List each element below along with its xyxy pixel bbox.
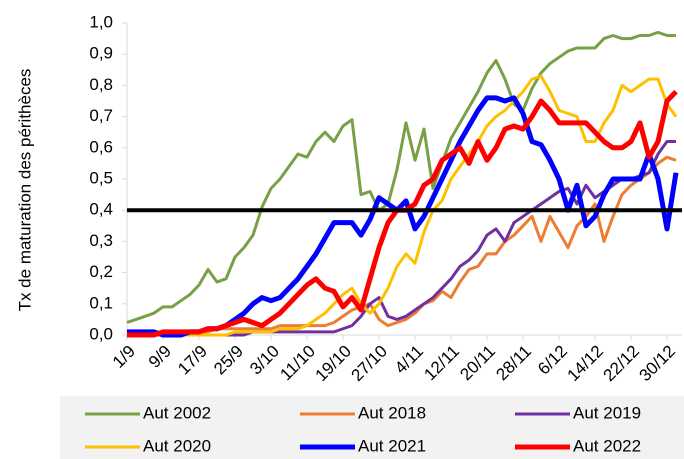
series-line [127,140,676,337]
series-line [126,30,676,324]
legend-label: Aut 2020 [143,436,211,455]
y-tick-label: 0,0 [89,324,113,343]
x-tick-label: 17/9 [174,342,211,379]
y-tick-label: 0,3 [89,231,113,250]
y-tick-label: 0,9 [89,44,113,63]
x-tick-label: 25/9 [210,342,247,379]
x-tick-label: 1/9 [109,342,139,372]
x-tick-label: 14/12 [563,342,607,386]
x-tick-label: 9/9 [145,342,175,372]
x-tick-label: 22/12 [599,342,643,386]
y-tick-label: 0,5 [89,168,113,187]
x-tick-label: 28/11 [492,342,535,385]
legend-label: Aut 2019 [573,403,641,422]
legend-label: Aut 2002 [143,403,211,422]
x-tick-label: 30/12 [635,342,679,386]
x-tick-label: 27/10 [347,342,391,386]
series-line [127,74,678,337]
legend-label: Aut 2021 [358,436,426,455]
legend-label: Aut 2018 [358,403,426,422]
legend-background [60,396,684,459]
y-axis-label: Tx de maturation des périthèces [15,69,34,312]
y-tick-label: 1,0 [89,12,113,31]
y-tick-label: 0,2 [89,262,113,281]
x-tick-label: 11/10 [276,342,319,385]
y-tick-label: 0,4 [89,200,113,219]
series-line [127,155,677,337]
y-tick-label: 0,1 [89,293,113,312]
legend-label: Aut 2022 [573,436,641,455]
y-tick-label: 0,8 [89,75,113,94]
y-tick-label: 0,7 [89,106,113,125]
x-tick-label: 19/10 [311,342,355,386]
x-tick-label: 12/11 [420,342,463,385]
x-tick-label: 20/11 [456,342,499,385]
y-tick-label: 0,6 [89,137,113,156]
